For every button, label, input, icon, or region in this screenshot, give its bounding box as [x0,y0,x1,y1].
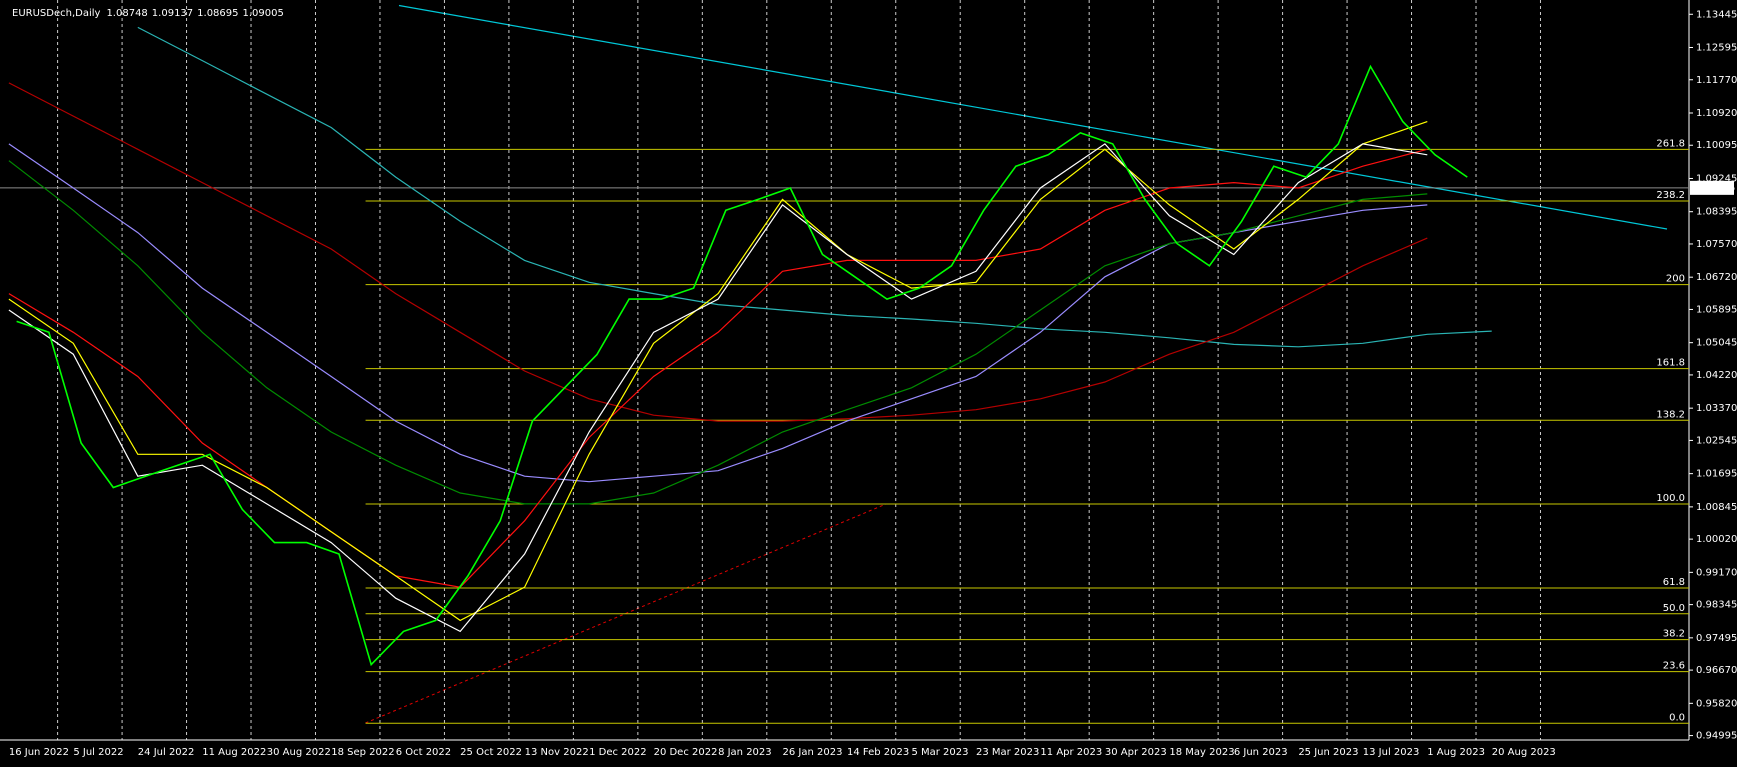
x-tick-label: 11 Aug 2022 [202,747,266,758]
chart-header: EURUSDech,Daily 1.08748 1.09137 1.08695 1.09… [12,8,284,19]
trend-line [398,4,1668,230]
y-tick-label: 1.02545 [1696,435,1737,446]
symbol: EURUSDech,Daily [12,8,101,19]
y-tick-label: 1.13445 [1696,9,1737,20]
x-tick-label: 6 Jun 2023 [1234,747,1288,758]
y-tick-label: 1.07570 [1696,239,1737,250]
x-tick-label: 18 Sep 2022 [331,747,394,758]
fibo-label: 238.2 [1656,190,1685,201]
x-tick-label: 1 Dec 2022 [589,747,647,758]
moving-average [8,121,1428,622]
fibo-label: 161.8 [1656,358,1685,369]
x-tick-label: 11 Apr 2023 [1040,747,1102,758]
y-tick-label: 1.04220 [1696,370,1737,381]
fibo-label: 100.0 [1656,493,1685,504]
y-tick-label: 1.10920 [1696,108,1737,119]
y-tick-label: 1.05895 [1696,304,1737,315]
moving-average [8,82,1428,422]
moving-average [8,148,1428,588]
x-tick-label: 20 Aug 2023 [1492,747,1556,758]
x-tick-label: 20 Dec 2022 [654,747,718,758]
x-tick-label: 16 Jun 2022 [9,747,69,758]
x-tick-label: 5 Mar 2023 [911,747,968,758]
y-tick-label: 0.97495 [1696,633,1737,644]
x-tick-label: 14 Feb 2023 [847,747,909,758]
y-tick-label: 0.99170 [1696,567,1737,578]
y-tick-label: 1.08395 [1696,207,1737,218]
y-tick-label: 1.00020 [1696,534,1737,545]
open-price: 1.08748 [106,8,147,19]
x-tick-label: 23 Mar 2023 [976,747,1039,758]
x-tick-label: 25 Oct 2022 [460,747,522,758]
x-tick-label: 1 Aug 2023 [1427,747,1485,758]
moving-average [8,160,1428,505]
moving-average [137,26,1492,348]
x-tick-label: 30 Apr 2023 [1105,747,1167,758]
x-tick-label: 5 Jul 2022 [73,747,123,758]
y-tick-label: 0.94995 [1696,731,1737,742]
price-label: 1.09005 [1694,183,1735,194]
y-tick-label: 1.09245 [1696,173,1737,184]
fibo-label: 138.2 [1656,409,1685,420]
low-price: 1.08695 [197,8,238,19]
fibo-label: 200 [1666,274,1685,285]
x-tick-label: 24 Jul 2022 [138,747,195,758]
y-tick-label: 0.95820 [1696,698,1737,709]
x-tick-label: 13 Nov 2022 [525,747,589,758]
fibo-label: 0.0 [1669,712,1685,723]
fibo-label: 38.2 [1663,629,1685,640]
x-tick-label: 25 Jun 2023 [1298,747,1358,758]
moving-average [8,143,1428,633]
y-tick-label: 1.11770 [1696,75,1737,86]
x-tick-label: 26 Jan 2023 [783,747,843,758]
fibo-label: 50.0 [1663,603,1685,614]
y-tick-label: 0.96670 [1696,665,1737,676]
high-price: 1.09137 [152,8,193,19]
y-tick-label: 1.01695 [1696,469,1737,480]
x-tick-label: 6 Oct 2022 [396,747,451,758]
price-close-line [16,64,1468,667]
x-tick-label: 8 Jan 2023 [718,747,772,758]
price-label-box [1690,180,1734,195]
x-tick-label: 18 May 2023 [1169,747,1234,758]
y-tick-label: 1.10095 [1696,140,1737,151]
y-tick-label: 1.05045 [1696,338,1737,349]
fibo-label: 61.8 [1663,577,1685,588]
x-tick-label: 13 Jul 2023 [1363,747,1420,758]
y-tick-label: 1.06720 [1696,272,1737,283]
y-tick-label: 1.03370 [1696,403,1737,414]
x-tick-label: 30 Aug 2022 [267,747,331,758]
fibo-label: 261.8 [1656,138,1685,149]
y-tick-label: 0.98345 [1696,600,1737,611]
close-price: 1.09005 [243,8,284,19]
y-tick-label: 1.12595 [1696,43,1737,54]
y-tick-label: 1.00845 [1696,502,1737,513]
fibo-label: 23.6 [1663,661,1685,672]
